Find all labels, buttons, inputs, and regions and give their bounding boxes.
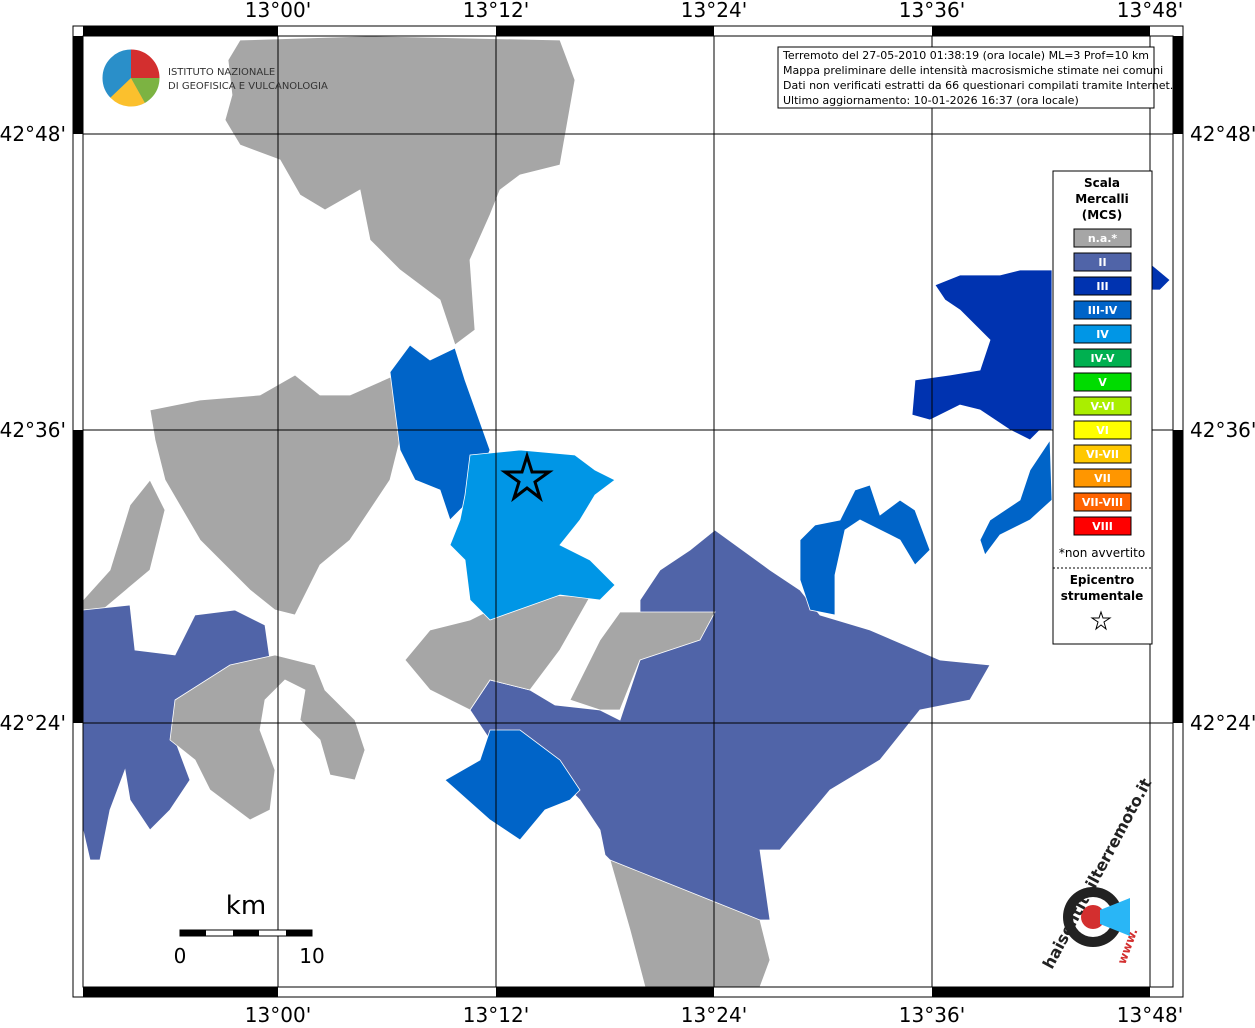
lon-label: 13°48' [1117, 1003, 1183, 1024]
lon-label: 13°12' [463, 1003, 529, 1024]
legend-swatch [1073, 492, 1132, 512]
legend-label: III-IV [1088, 304, 1118, 317]
scale-unit: km [226, 891, 266, 921]
legend-title: (MCS) [1082, 208, 1123, 222]
logo-text: DI GEOFISICA E VULCANOLOGIA [168, 81, 328, 92]
legend-swatch [1073, 420, 1132, 440]
legend-label: V-VI [1090, 400, 1114, 413]
logo-text: ISTITUTO NAZIONALE [168, 67, 275, 78]
info-line: Ultimo aggiornamento: 10-01-2026 16:37 (… [783, 94, 1079, 107]
area [449, 449, 616, 621]
area [444, 729, 581, 841]
lon-label: 13°48' [1117, 0, 1183, 22]
municipalities [82, 35, 1171, 988]
info-line: Dati non verificati estratti da 66 quest… [783, 79, 1173, 92]
legend-label: II [1098, 256, 1106, 269]
legend-label: VI-VII [1086, 448, 1119, 461]
lon-label: 13°00' [245, 0, 311, 22]
lon-label: 13°36' [899, 1003, 965, 1024]
legend-note: *non avvertito [1059, 546, 1145, 560]
lat-label: 42°36' [1190, 418, 1255, 442]
legend-label: V [1098, 376, 1107, 389]
area [169, 654, 366, 821]
lat-label: 42°24' [1190, 711, 1255, 735]
legend-label: VII-VIII [1082, 496, 1123, 509]
legend-swatch [1073, 324, 1132, 344]
area [609, 859, 771, 988]
legend-label: IV-V [1090, 352, 1115, 365]
lon-label: 13°00' [245, 1003, 311, 1024]
legend-epicenter: strumentale [1061, 589, 1144, 603]
scale-bar: km 0 10 [174, 891, 325, 968]
lon-label: 13°36' [899, 0, 965, 22]
legend-epicenter: Epicentro [1070, 573, 1135, 587]
frame [72, 25, 1184, 998]
legend-swatch [1073, 516, 1132, 536]
legend-swatch [1073, 444, 1132, 464]
legend-label: IV [1096, 328, 1109, 341]
info-line: Terremoto del 27-05-2010 01:38:19 (ora l… [782, 49, 1149, 62]
legend-label: VI [1096, 424, 1109, 437]
area [224, 35, 576, 346]
lat-label: 42°48' [0, 122, 66, 146]
scale-tick: 10 [299, 944, 324, 968]
lon-label: 13°12' [463, 0, 529, 22]
legend-title: Mercalli [1075, 192, 1129, 206]
legend-swatch [1073, 300, 1132, 320]
lat-label: 42°48' [1190, 122, 1255, 146]
area [911, 269, 1053, 441]
epicenter-star [500, 450, 554, 503]
legend-title: Scala [1084, 176, 1120, 190]
legend: Scala Mercalli (MCS) *non avvertito Epic… [1052, 170, 1153, 645]
lon-label: 13°24' [681, 0, 747, 22]
legend-swatch [1073, 348, 1132, 368]
legend-swatch [1073, 252, 1132, 272]
scale-tick: 0 [174, 944, 187, 968]
area [149, 374, 401, 616]
legend-label: III [1096, 280, 1108, 293]
legend-swatch [1073, 228, 1132, 248]
ingv-logo: ISTITUTO NAZIONALE DI GEOFISICA E VULCAN… [101, 48, 328, 108]
legend-label: VIII [1092, 520, 1113, 533]
legend-label: VII [1094, 472, 1111, 485]
legend-swatch [1073, 276, 1132, 296]
area [404, 594, 591, 711]
info-line: Mappa preliminare delle intensità macros… [783, 64, 1163, 77]
lat-label: 42°36' [0, 418, 66, 442]
legend-swatch [1073, 396, 1132, 416]
legend-label: n.a.* [1088, 232, 1118, 245]
area [979, 438, 1053, 556]
area [569, 611, 716, 711]
area [799, 484, 931, 616]
legend-swatch [1073, 372, 1132, 392]
lon-label: 13°24' [681, 1003, 747, 1024]
legend-swatch [1073, 468, 1132, 488]
info-box: Terremoto del 27-05-2010 01:38:19 (ora l… [777, 46, 1173, 109]
lat-label: 42°24' [0, 711, 66, 735]
graticule [83, 36, 1173, 987]
